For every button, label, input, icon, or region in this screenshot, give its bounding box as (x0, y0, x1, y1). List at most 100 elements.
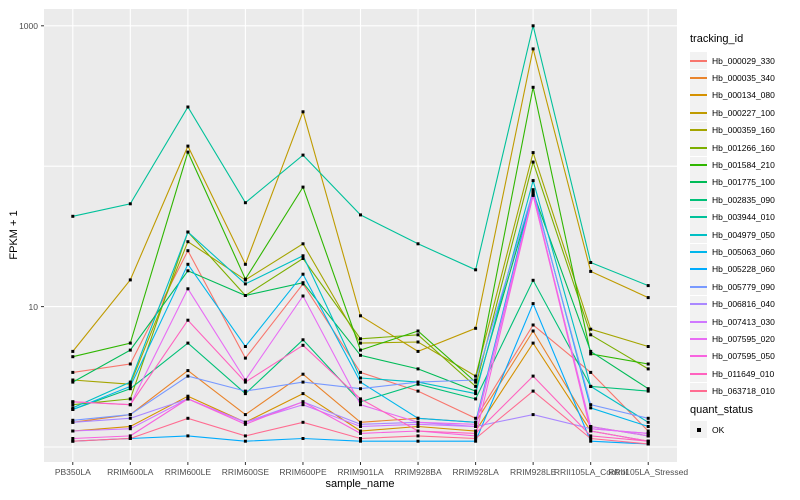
data-point-marker (243, 282, 247, 286)
data-point-marker (301, 343, 305, 347)
data-point-marker (646, 439, 650, 443)
x-tick-label: RRII105LA_Control (553, 467, 628, 477)
data-point-marker (474, 374, 478, 378)
data-point-marker (589, 427, 593, 431)
data-point-marker (301, 420, 305, 424)
data-point-marker (359, 422, 362, 426)
legend-key-line (690, 390, 707, 393)
data-point-marker (186, 374, 190, 378)
legend-key-line (690, 372, 707, 375)
data-point-marker (531, 329, 535, 333)
data-point-marker (359, 353, 362, 357)
data-point-marker (186, 105, 190, 109)
data-point-marker (589, 333, 593, 337)
legend-item-label: OK (712, 424, 725, 435)
data-point-marker (416, 242, 420, 246)
data-point-marker (128, 425, 132, 428)
data-point-marker (531, 341, 535, 345)
data-point-marker (589, 370, 593, 374)
data-point-marker (589, 429, 593, 433)
x-tick-label: RRIM928BA (394, 467, 442, 477)
data-point-marker (646, 431, 650, 435)
legend-key (690, 365, 707, 383)
data-point-marker (186, 341, 190, 345)
data-point-marker (646, 429, 650, 433)
data-point-marker (589, 425, 593, 428)
x-tick-label: RRIM600SE (221, 467, 270, 477)
data-point-marker (301, 281, 305, 285)
data-point-marker (474, 420, 478, 424)
legend-key (690, 382, 707, 400)
data-point-marker (589, 439, 593, 443)
data-point-marker (531, 24, 535, 28)
x-axis-title: sample_name (325, 478, 395, 490)
data-point-marker (71, 349, 75, 353)
data-point-marker (531, 190, 535, 193)
data-point-marker (474, 416, 478, 420)
data-point-marker (301, 153, 305, 157)
legend-item-label: Hb_000029_330 (712, 55, 775, 66)
data-point-marker (531, 374, 535, 378)
data-point-marker (474, 268, 478, 272)
data-point-marker (531, 179, 535, 183)
legend-key-line (690, 77, 707, 80)
data-point-marker (531, 323, 535, 327)
data-point-marker (646, 416, 650, 420)
data-point-marker (416, 422, 420, 426)
data-point-marker (416, 434, 420, 438)
legend-title-tracking-id: tracking_id (690, 33, 744, 45)
legend-key-line (690, 94, 707, 97)
data-point-marker (71, 378, 75, 382)
data-point-marker (531, 302, 535, 306)
legend-key-line (690, 198, 707, 201)
data-point-marker (359, 387, 362, 391)
legend-item-Hb_007595_020: Hb_007595_020 (690, 330, 775, 348)
legend-item-label: Hb_004979_050 (712, 229, 775, 240)
legend-item-label: Hb_001266_160 (712, 142, 775, 153)
data-point-marker (128, 341, 132, 345)
data-point-marker (474, 425, 478, 428)
legend-item-Hb_000029_330: Hb_000029_330 (690, 52, 775, 70)
data-point-marker (531, 85, 535, 89)
legend-item-label: Hb_007595_020 (712, 334, 775, 345)
data-point-marker (243, 201, 247, 205)
data-point-marker (186, 269, 190, 273)
legend-item-Hb_063718_010: Hb_063718_010 (690, 382, 775, 400)
data-point-marker (71, 418, 75, 422)
legend-item-Hb_001584_210: Hb_001584_210 (690, 156, 775, 174)
data-point-marker (243, 294, 247, 297)
data-point-marker (359, 370, 362, 374)
data-point-marker (243, 277, 247, 281)
data-point-marker (359, 429, 362, 433)
data-point-marker (71, 406, 75, 410)
legend-key (690, 330, 707, 348)
data-point-marker (646, 362, 650, 366)
data-point-marker (301, 380, 305, 384)
data-point-marker (646, 367, 650, 371)
data-point-marker (474, 431, 478, 435)
data-point-marker (531, 413, 535, 417)
x-tick-label: RRIM600LA (107, 467, 154, 477)
x-tick-label: RRIM928LA (452, 467, 499, 477)
legend-key-line (690, 251, 707, 254)
legend-item-label: Hb_006816_040 (712, 299, 775, 310)
data-point-marker (243, 434, 247, 438)
data-point-marker (531, 151, 535, 155)
legend-key-ok (690, 421, 707, 439)
data-point-marker (646, 434, 650, 438)
legend-key-line (690, 59, 707, 62)
data-point-marker (301, 437, 305, 440)
data-point-marker (474, 392, 478, 396)
data-point-marker (301, 272, 305, 276)
data-point-marker (474, 378, 478, 382)
data-point-marker (531, 191, 535, 195)
data-point-marker (301, 294, 305, 298)
data-point-marker (589, 352, 593, 356)
data-point-marker (128, 348, 132, 352)
data-point-marker (416, 425, 420, 428)
data-point-marker (71, 437, 75, 440)
data-point-marker (243, 420, 247, 424)
legend-item-label: Hb_005228_060 (712, 264, 775, 275)
legend-item-Hb_000134_080: Hb_000134_080 (690, 86, 775, 104)
